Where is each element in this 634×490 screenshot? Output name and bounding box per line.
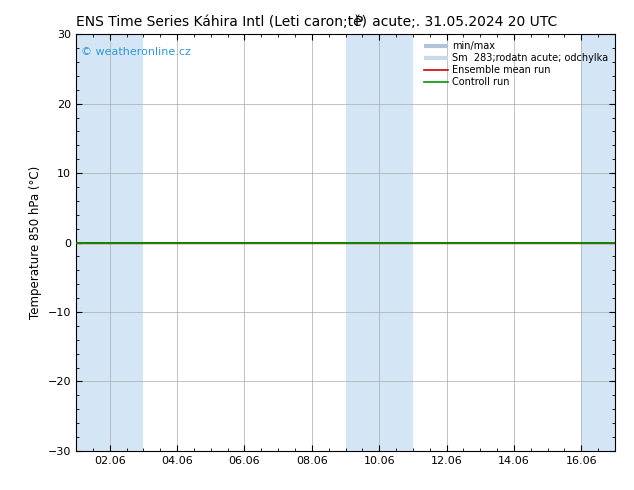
- Text: P  acute;. 31.05.2024 20 UTC: P acute;. 31.05.2024 20 UTC: [355, 15, 558, 29]
- Text: © weatheronline.cz: © weatheronline.cz: [81, 47, 191, 57]
- Bar: [76, 34, 143, 451]
- Y-axis label: Temperature 850 hPa (°C): Temperature 850 hPa (°C): [29, 166, 42, 319]
- Bar: [581, 34, 615, 451]
- Legend: min/max, Sm  283;rodatn acute; odchylka, Ensemble mean run, Controll run: min/max, Sm 283;rodatn acute; odchylka, …: [422, 39, 610, 89]
- Text: ENS Time Series Káhira Intl (Leti caron;tě): ENS Time Series Káhira Intl (Leti caron;…: [77, 15, 367, 29]
- Bar: [346, 34, 413, 451]
